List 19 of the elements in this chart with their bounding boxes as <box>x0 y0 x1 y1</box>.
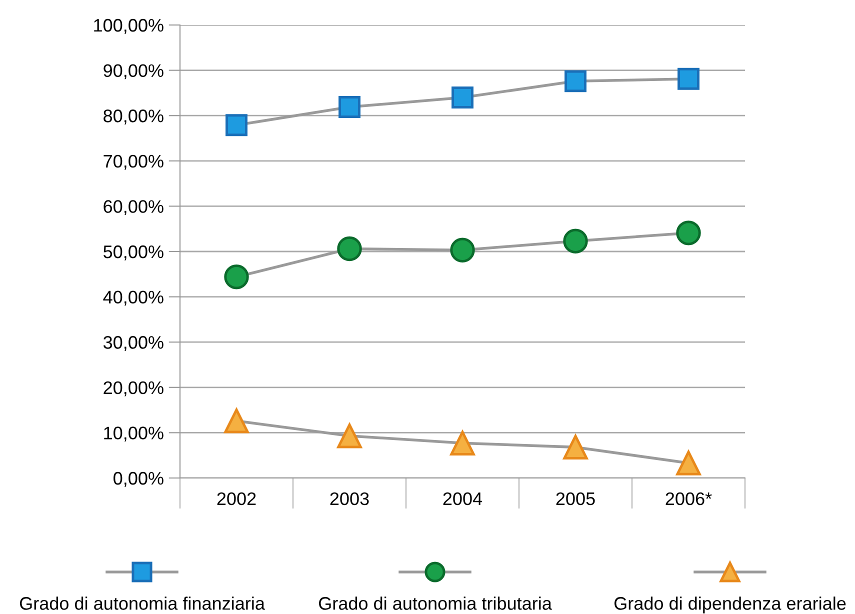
y-tick-label: 20,00% <box>104 381 164 396</box>
legend-label: Grado di autonomia tributaria <box>318 596 552 610</box>
y-tick-label: 30,00% <box>103 336 164 351</box>
y-tick-label: 60,00% <box>104 200 164 216</box>
x-tick-label: 2005 <box>556 492 595 506</box>
x-tick-label: 2002 <box>217 492 256 506</box>
y-tick-label: 50,00% <box>104 245 164 260</box>
y-tick-label: 70,00% <box>104 154 164 170</box>
y-tick-label: 10,00% <box>104 426 164 442</box>
x-tick-label: 2004 <box>443 492 482 506</box>
x-tick-label: 2006* <box>666 492 712 506</box>
x-tick-label: 2003 <box>330 492 369 506</box>
y-tick-label: 100,00% <box>94 18 164 34</box>
y-tick-label: 40,00% <box>103 290 164 306</box>
y-tick-label: 90,00% <box>104 64 164 80</box>
y-tick-label: 0,00% <box>114 472 164 487</box>
legend-label: Grado di dipendenza erariale <box>614 596 846 614</box>
legend-label: Grado di autonomia finanziaria <box>20 596 265 610</box>
y-tick-label: 80,00% <box>104 110 164 124</box>
